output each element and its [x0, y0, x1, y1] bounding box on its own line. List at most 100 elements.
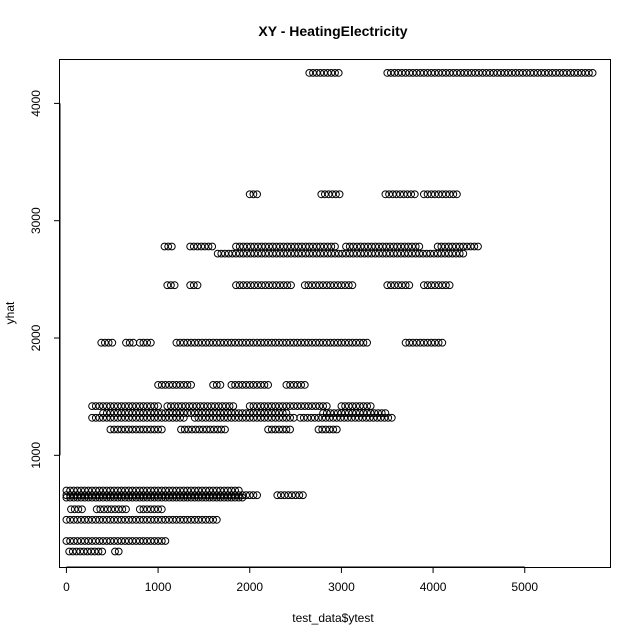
data-point	[239, 281, 248, 290]
data-point	[172, 515, 181, 524]
data-point	[249, 409, 258, 418]
data-point	[474, 242, 482, 251]
data-point	[295, 491, 304, 500]
data-point	[381, 190, 390, 199]
x-axis-label: test_data$ytest	[292, 611, 374, 625]
data-point	[327, 249, 336, 258]
data-point	[261, 249, 270, 258]
data-point	[420, 190, 428, 199]
data-point	[393, 249, 402, 258]
data-point	[139, 505, 148, 514]
data-point	[327, 69, 336, 77]
x-tick-label: 5000	[511, 580, 538, 594]
data-point	[238, 493, 247, 502]
data-point	[398, 281, 406, 290]
data-point	[194, 493, 203, 502]
data-point	[143, 338, 152, 347]
data-point	[464, 69, 472, 77]
data-point	[110, 493, 118, 502]
data-point	[570, 69, 579, 77]
data-point	[128, 493, 137, 502]
data-point	[267, 338, 276, 347]
data-point	[118, 505, 127, 514]
data-point	[344, 281, 353, 290]
data-point	[200, 242, 209, 251]
data-point	[106, 537, 115, 545]
data-point	[74, 505, 83, 514]
data-point	[101, 338, 109, 347]
data-point	[333, 338, 342, 347]
data-point	[288, 491, 296, 500]
x-tick-label: 2000	[236, 580, 263, 594]
data-point	[150, 413, 159, 422]
data-point	[150, 425, 159, 434]
data-point	[493, 69, 502, 77]
data-point	[249, 413, 258, 422]
data-point	[552, 69, 560, 77]
data-point	[337, 338, 346, 347]
data-point	[511, 69, 520, 77]
data-point	[282, 425, 291, 434]
data-point	[193, 281, 202, 290]
data-point	[125, 338, 134, 347]
data-point	[124, 515, 133, 524]
data-point	[420, 69, 428, 77]
data-point	[315, 281, 324, 290]
data-point	[161, 537, 170, 545]
data-point	[249, 190, 258, 199]
data-point	[459, 249, 468, 258]
data-point	[114, 505, 123, 514]
data-point	[271, 413, 280, 422]
data-point	[76, 547, 85, 556]
data-point	[566, 69, 575, 77]
data-point	[211, 402, 219, 411]
data-point	[343, 413, 352, 422]
data-point	[221, 425, 229, 434]
x-tick-label: 3000	[328, 580, 355, 594]
data-point	[394, 69, 403, 77]
data-point	[537, 69, 546, 77]
data-point	[363, 338, 372, 347]
y-tick-label: 3000	[29, 207, 43, 234]
data-point	[293, 402, 302, 411]
data-point	[95, 413, 104, 422]
data-point	[420, 338, 428, 347]
data-point	[577, 69, 586, 77]
data-point	[200, 402, 208, 411]
data-point	[355, 338, 364, 347]
data-point	[84, 493, 93, 502]
data-point	[278, 338, 287, 347]
data-point	[99, 413, 107, 422]
data-point	[104, 338, 113, 347]
data-point	[332, 190, 340, 199]
data-point	[416, 338, 425, 347]
data-point	[442, 190, 450, 199]
data-point	[383, 69, 392, 77]
y-axis: 1000 2000 3000 4000	[29, 90, 61, 469]
data-point	[359, 338, 368, 347]
data-point	[282, 413, 291, 422]
data-point	[260, 381, 269, 389]
data-point	[349, 249, 358, 258]
data-point	[348, 281, 357, 290]
data-point	[585, 69, 593, 77]
data-point	[471, 69, 480, 77]
data-point	[282, 338, 291, 347]
data-point	[79, 547, 88, 556]
data-point	[77, 493, 85, 502]
data-point	[183, 515, 192, 524]
data-point	[438, 338, 447, 347]
data-point	[445, 281, 454, 290]
data-point	[110, 425, 118, 434]
data-point	[282, 381, 291, 389]
data-point	[264, 381, 273, 389]
data-point	[67, 505, 75, 514]
data-point	[348, 338, 357, 347]
data-point	[305, 69, 314, 77]
data-point	[271, 338, 280, 347]
data-point	[438, 190, 447, 199]
plot-area	[59, 59, 611, 568]
data-point	[431, 69, 439, 77]
data-point	[170, 281, 179, 290]
data-point	[331, 69, 339, 77]
